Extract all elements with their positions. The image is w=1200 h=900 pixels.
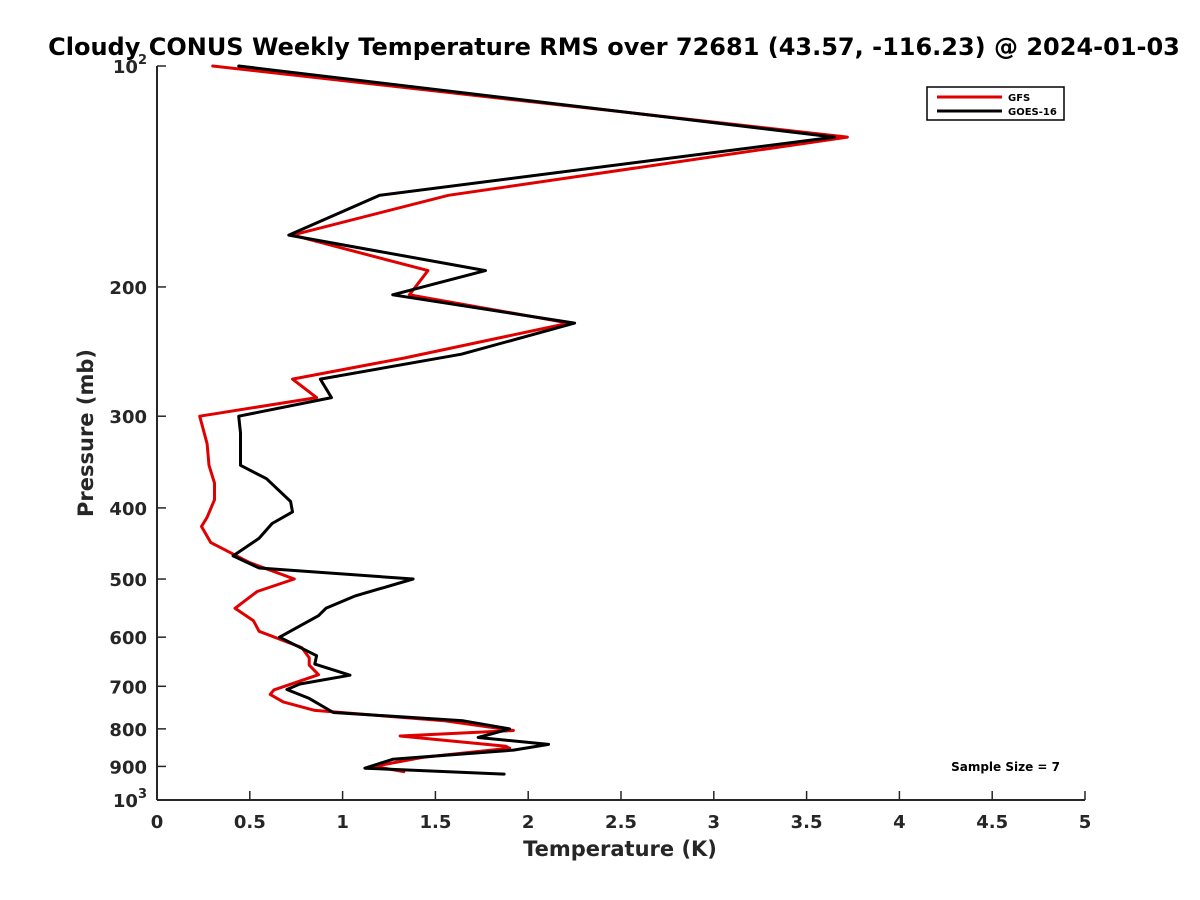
x-tick-label: 4: [893, 812, 906, 833]
y-tick-label: 300: [109, 407, 147, 428]
x-tick-label: 2: [522, 812, 535, 833]
y-tick-label: 400: [109, 499, 147, 520]
x-tick-label: 3.5: [791, 812, 823, 833]
series-line-goes-16: [231, 64, 836, 776]
legend-label: GFS: [1008, 93, 1030, 104]
legend-box: [926, 86, 1065, 121]
y-axis-label: Pressure (mb): [74, 349, 98, 517]
x-tick-label: 0: [151, 812, 164, 833]
y-tick-label: 800: [109, 720, 147, 741]
x-tick-label: 1: [336, 812, 349, 833]
y-tick-label: 200: [109, 278, 147, 299]
plot-area: 0 0.5 1 1.5 2 2.5 3 3.5 4 4.5 5 102 200 300 400 500 600…: [109, 53, 1091, 833]
series-group: [198, 64, 849, 776]
chart-title: Cloudy CONUS Weekly Temperature RMS over…: [48, 33, 1180, 61]
y-axis-ticks: 102 200 300 400 500 600 700 800 900 103: [109, 53, 166, 812]
y-tick-label: 500: [109, 570, 147, 591]
legend: GFS GOES-16: [926, 86, 1065, 121]
x-tick-label: 1.5: [419, 812, 451, 833]
y-tick-label: 102: [113, 53, 147, 78]
x-tick-label: 5: [1079, 812, 1092, 833]
x-tick-label: 3: [708, 812, 721, 833]
x-axis-ticks: 0 0.5 1 1.5 2 2.5 3 3.5 4 4.5 5: [151, 791, 1092, 833]
legend-label: GOES-16: [1008, 107, 1057, 118]
x-tick-label: 0.5: [234, 812, 266, 833]
x-tick-label: 4.5: [976, 812, 1008, 833]
y-tick-label: 103: [113, 787, 147, 812]
series-line-gfs: [198, 64, 849, 774]
y-tick-label: 600: [109, 628, 147, 649]
y-tick-label: 700: [109, 677, 147, 698]
x-axis-label: Temperature (K): [523, 837, 717, 861]
y-tick-label: 900: [109, 757, 147, 778]
sample-size-annotation: Sample Size = 7: [951, 760, 1060, 774]
x-tick-label: 2.5: [605, 812, 637, 833]
